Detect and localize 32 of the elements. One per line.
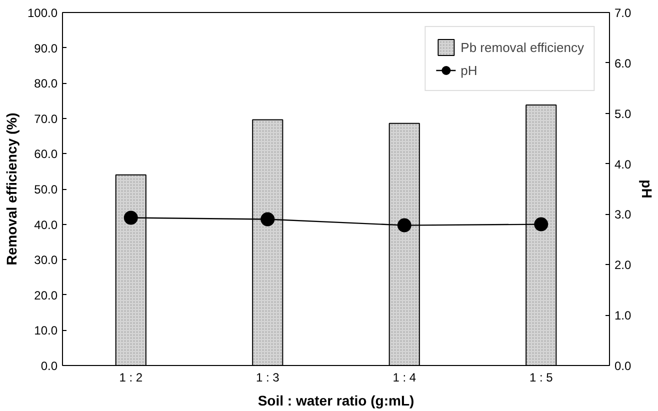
x-tick-label: 1 : 3	[256, 370, 280, 384]
point	[124, 210, 138, 225]
y-tick-label: 40.0	[34, 218, 58, 232]
y2-tick-label: 4.0	[614, 157, 632, 172]
y2-tick-label: 7.0	[614, 6, 632, 20]
y2-tick-label: 2.0	[614, 258, 632, 272]
y-tick-label: 10.0	[34, 324, 58, 338]
y-tick-label: 30.0	[34, 253, 58, 268]
y2-tick-label: 3.0	[614, 208, 632, 222]
y-tick-label: 50.0	[34, 182, 58, 196]
y-tick-label: 100.0	[27, 6, 58, 20]
y-tick-label: 70.0	[34, 112, 58, 126]
point	[260, 212, 275, 226]
y2-axis-title: pH	[639, 180, 656, 198]
y2-tick-label: 5.0	[614, 106, 632, 121]
x-tick-label: 1 : 4	[392, 370, 416, 384]
x-axis-title: Soil : water ratio (g:mL)	[258, 392, 414, 408]
y-tick-label: 20.0	[34, 288, 58, 302]
y2-tick-label: 1.0	[614, 308, 632, 323]
x-tick-label: 1 : 2	[119, 370, 143, 384]
legend-label: Pb removal efficiency	[460, 40, 584, 54]
point	[534, 217, 548, 232]
y-tick-label: 90.0	[34, 41, 58, 56]
y-tick-label: 60.0	[34, 147, 58, 162]
y-axis-title: Removal efficiency (%)	[3, 112, 20, 266]
y2-tick-label: 0.0	[614, 359, 632, 373]
y2-tick-label: 6.0	[614, 56, 632, 70]
x-tick-label: 1 : 5	[529, 370, 554, 384]
y-tick-label: 80.0	[34, 76, 58, 91]
point	[397, 218, 412, 232]
legend-label: pH	[460, 62, 478, 78]
y-tick-label: 0.0	[40, 359, 58, 373]
